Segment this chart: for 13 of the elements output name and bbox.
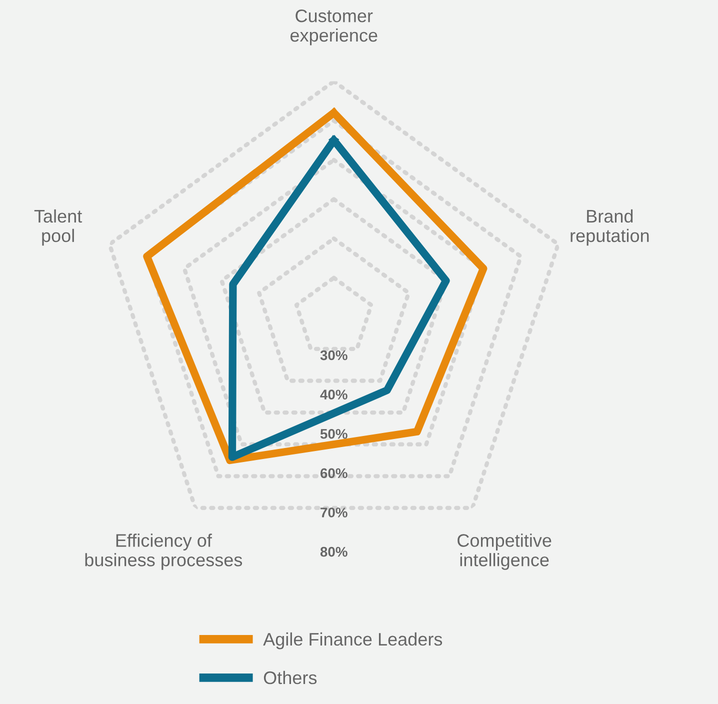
y-tick-label: 50% <box>320 428 348 439</box>
spoke-label: Talent pool <box>34 209 82 246</box>
y-tick-label: 80% <box>320 546 348 557</box>
legend-label: Agile Finance Leaders <box>263 632 442 650</box>
spoke-label: Competitive intelligence <box>458 534 552 570</box>
y-tick-label: 70% <box>320 508 348 518</box>
y-tick-label: 40% <box>320 390 348 400</box>
spoke-label: Brand reputation <box>570 209 649 246</box>
spoke-label: Efficiency of business processes <box>85 534 242 570</box>
legend-label: Others <box>264 670 317 684</box>
spoke-label: Customer experience <box>290 9 378 46</box>
y-tick-label: 60% <box>320 468 348 478</box>
y-tick-label: 30% <box>320 350 348 360</box>
